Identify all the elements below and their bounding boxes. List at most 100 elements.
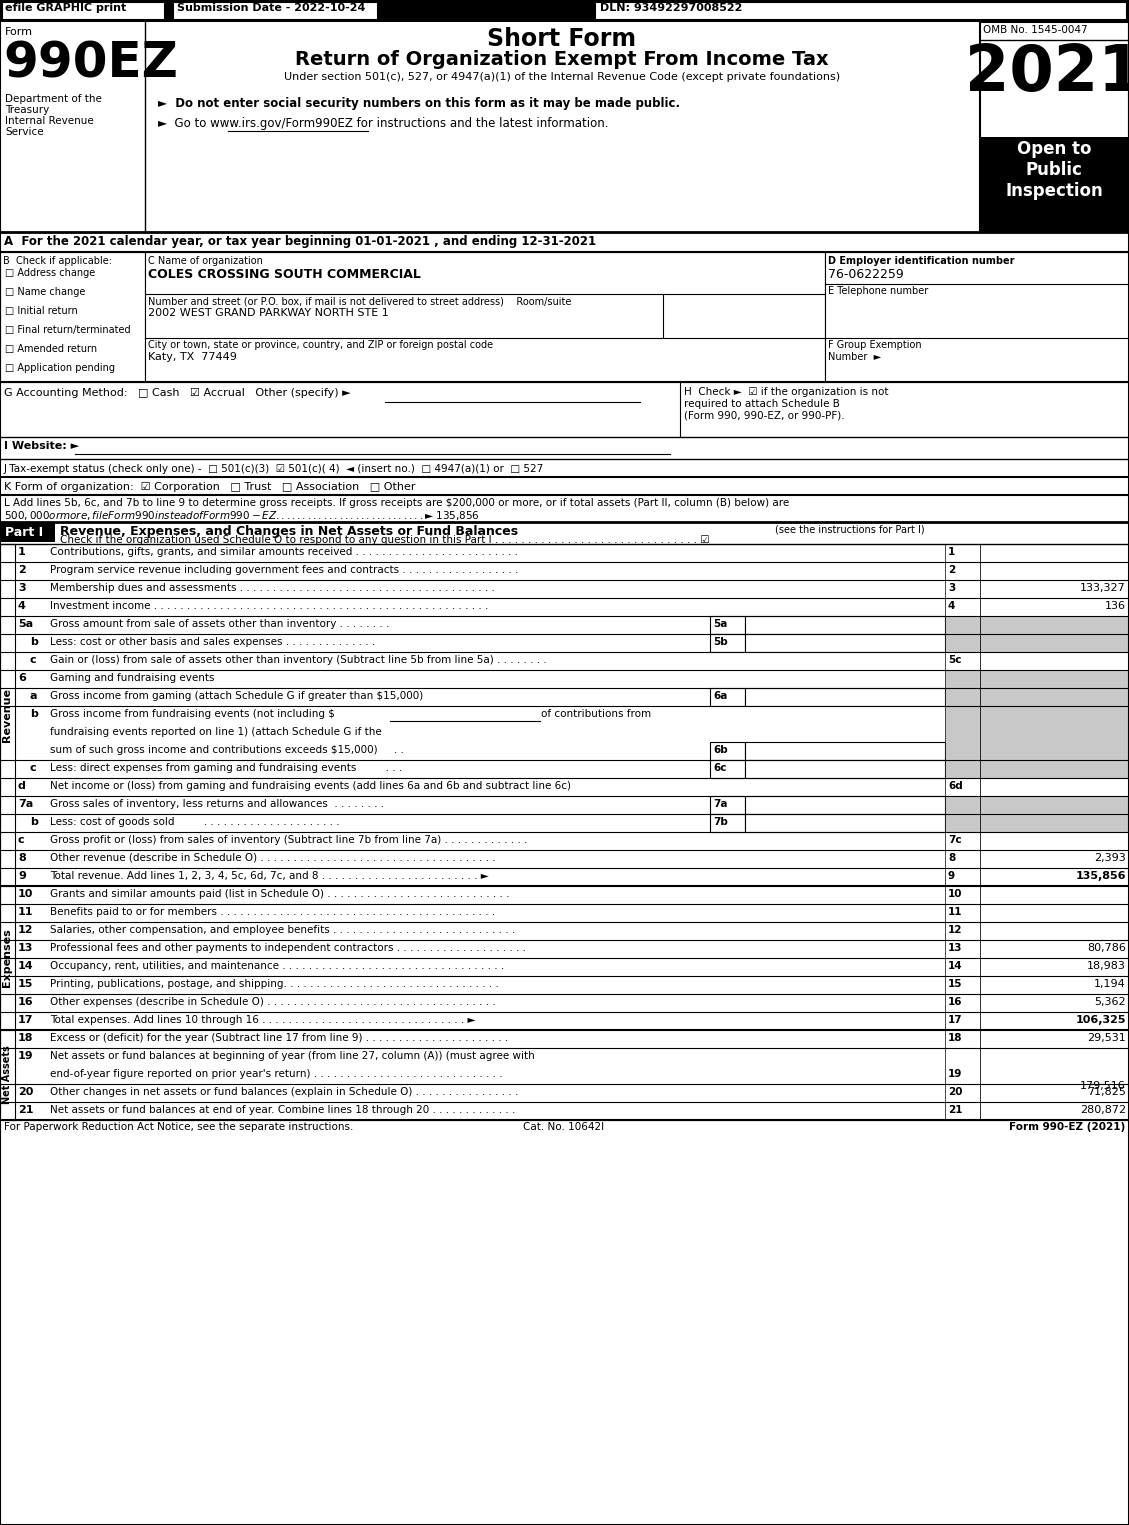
Bar: [710, 814, 745, 833]
Bar: [945, 1084, 980, 1103]
Text: efile GRAPHIC print: efile GRAPHIC print: [5, 3, 126, 14]
Text: Less: cost or other basis and sales expenses . . . . . . . . . . . . . .: Less: cost or other basis and sales expe…: [50, 637, 375, 647]
Text: 2: 2: [948, 564, 955, 575]
Text: 106,325: 106,325: [1076, 1016, 1126, 1025]
Bar: [980, 616, 1129, 634]
Text: 5,362: 5,362: [1094, 997, 1126, 1006]
Text: 10: 10: [948, 889, 963, 900]
Bar: [710, 759, 745, 778]
Bar: [945, 634, 980, 653]
Text: 80,786: 80,786: [1087, 942, 1126, 953]
Text: Check if the organization used Schedule O to respond to any question in this Par: Check if the organization used Schedule …: [60, 535, 709, 544]
Bar: [980, 814, 1129, 833]
Text: 179,516: 179,516: [1080, 1081, 1126, 1090]
Text: 6: 6: [18, 673, 26, 683]
Bar: [945, 796, 980, 814]
Bar: [0, 252, 145, 381]
Text: ►  Do not enter social security numbers on this form as it may be made public.: ► Do not enter social security numbers o…: [158, 98, 680, 110]
Text: F Group Exemption: F Group Exemption: [828, 340, 921, 351]
Bar: [980, 976, 1129, 994]
Text: Part I: Part I: [5, 526, 43, 538]
Text: Other expenses (describe in Schedule O) . . . . . . . . . . . . . . . . . . . . : Other expenses (describe in Schedule O) …: [50, 997, 496, 1006]
Bar: [173, 2, 378, 20]
Bar: [980, 653, 1129, 669]
Text: 11: 11: [18, 907, 34, 917]
Bar: [0, 814, 1129, 833]
Bar: [980, 796, 1129, 814]
Text: Program service revenue including government fees and contracts . . . . . . . . : Program service revenue including govern…: [50, 564, 518, 575]
Bar: [0, 759, 1129, 778]
Text: 3: 3: [948, 583, 955, 593]
Bar: [745, 743, 945, 759]
Bar: [2, 2, 165, 20]
Bar: [0, 886, 15, 1029]
Bar: [0, 706, 1129, 759]
Text: 16: 16: [18, 997, 34, 1006]
Text: 7b: 7b: [714, 817, 728, 827]
Text: 2021: 2021: [965, 43, 1129, 104]
Text: $500,000 or more, file Form 990 instead of Form 990-EZ . . . . . . . . . . . . .: $500,000 or more, file Form 990 instead …: [5, 509, 480, 522]
Bar: [0, 669, 1129, 688]
Bar: [945, 706, 980, 759]
Text: 15: 15: [948, 979, 963, 990]
Bar: [980, 904, 1129, 923]
Bar: [0, 544, 15, 886]
Bar: [980, 778, 1129, 796]
Bar: [745, 814, 945, 833]
Text: 14: 14: [948, 961, 963, 971]
Text: 280,872: 280,872: [1079, 1106, 1126, 1115]
Text: Grants and similar amounts paid (list in Schedule O) . . . . . . . . . . . . . .: Grants and similar amounts paid (list in…: [50, 889, 509, 900]
Bar: [945, 958, 980, 976]
Bar: [945, 580, 980, 598]
Bar: [945, 616, 980, 634]
Text: □ Address change: □ Address change: [5, 268, 95, 278]
Text: Gross income from fundraising events (not including $: Gross income from fundraising events (no…: [50, 709, 335, 718]
Bar: [980, 598, 1129, 616]
Bar: [980, 1048, 1129, 1084]
Bar: [0, 0, 1129, 21]
Bar: [945, 598, 980, 616]
Text: 136: 136: [1105, 601, 1126, 612]
Bar: [980, 580, 1129, 598]
Text: 5a: 5a: [714, 619, 727, 628]
Text: Total expenses. Add lines 10 through 16 . . . . . . . . . . . . . . . . . . . . : Total expenses. Add lines 10 through 16 …: [50, 1016, 475, 1025]
Text: D Employer identification number: D Employer identification number: [828, 256, 1015, 265]
Text: Form: Form: [5, 27, 33, 37]
Text: c: c: [18, 836, 25, 845]
Text: Under section 501(c), 527, or 4947(a)(1) of the Internal Revenue Code (except pr: Under section 501(c), 527, or 4947(a)(1)…: [283, 72, 840, 82]
Text: Department of the: Department of the: [5, 95, 102, 104]
Bar: [980, 21, 1129, 232]
Bar: [710, 688, 745, 706]
Bar: [945, 849, 980, 868]
Text: 5b: 5b: [714, 637, 728, 647]
Text: 18: 18: [948, 1032, 963, 1043]
Text: □ Initial return: □ Initial return: [5, 307, 78, 316]
Bar: [980, 939, 1129, 958]
Text: 1: 1: [948, 547, 955, 557]
Text: a: a: [30, 691, 37, 702]
Bar: [980, 759, 1129, 778]
Text: 13: 13: [18, 942, 34, 953]
Text: 17: 17: [948, 1016, 963, 1025]
Text: b: b: [30, 817, 38, 827]
Text: 990EZ: 990EZ: [3, 40, 178, 88]
Text: Gross amount from sale of assets other than inventory . . . . . . . .: Gross amount from sale of assets other t…: [50, 619, 390, 628]
Text: end-of-year figure reported on prior year's return) . . . . . . . . . . . . . . : end-of-year figure reported on prior yea…: [50, 1069, 502, 1080]
Text: Number  ►: Number ►: [828, 352, 881, 361]
Bar: [0, 522, 55, 541]
Bar: [745, 796, 945, 814]
Text: Net assets or fund balances at end of year. Combine lines 18 through 20 . . . . : Net assets or fund balances at end of ye…: [50, 1106, 515, 1115]
Text: 7a: 7a: [714, 799, 727, 808]
Bar: [980, 1029, 1129, 1048]
Text: of contributions from: of contributions from: [541, 709, 651, 718]
Text: Expenses: Expenses: [2, 929, 12, 987]
Text: OMB No. 1545-0047: OMB No. 1545-0047: [983, 24, 1087, 35]
Bar: [980, 868, 1129, 886]
Text: Cat. No. 10642I: Cat. No. 10642I: [524, 1122, 604, 1132]
Bar: [945, 669, 980, 688]
Bar: [0, 653, 1129, 669]
Text: 13: 13: [948, 942, 963, 953]
Bar: [980, 544, 1129, 563]
Text: Contributions, gifts, grants, and similar amounts received . . . . . . . . . . .: Contributions, gifts, grants, and simila…: [50, 547, 518, 557]
Text: 8: 8: [948, 852, 955, 863]
